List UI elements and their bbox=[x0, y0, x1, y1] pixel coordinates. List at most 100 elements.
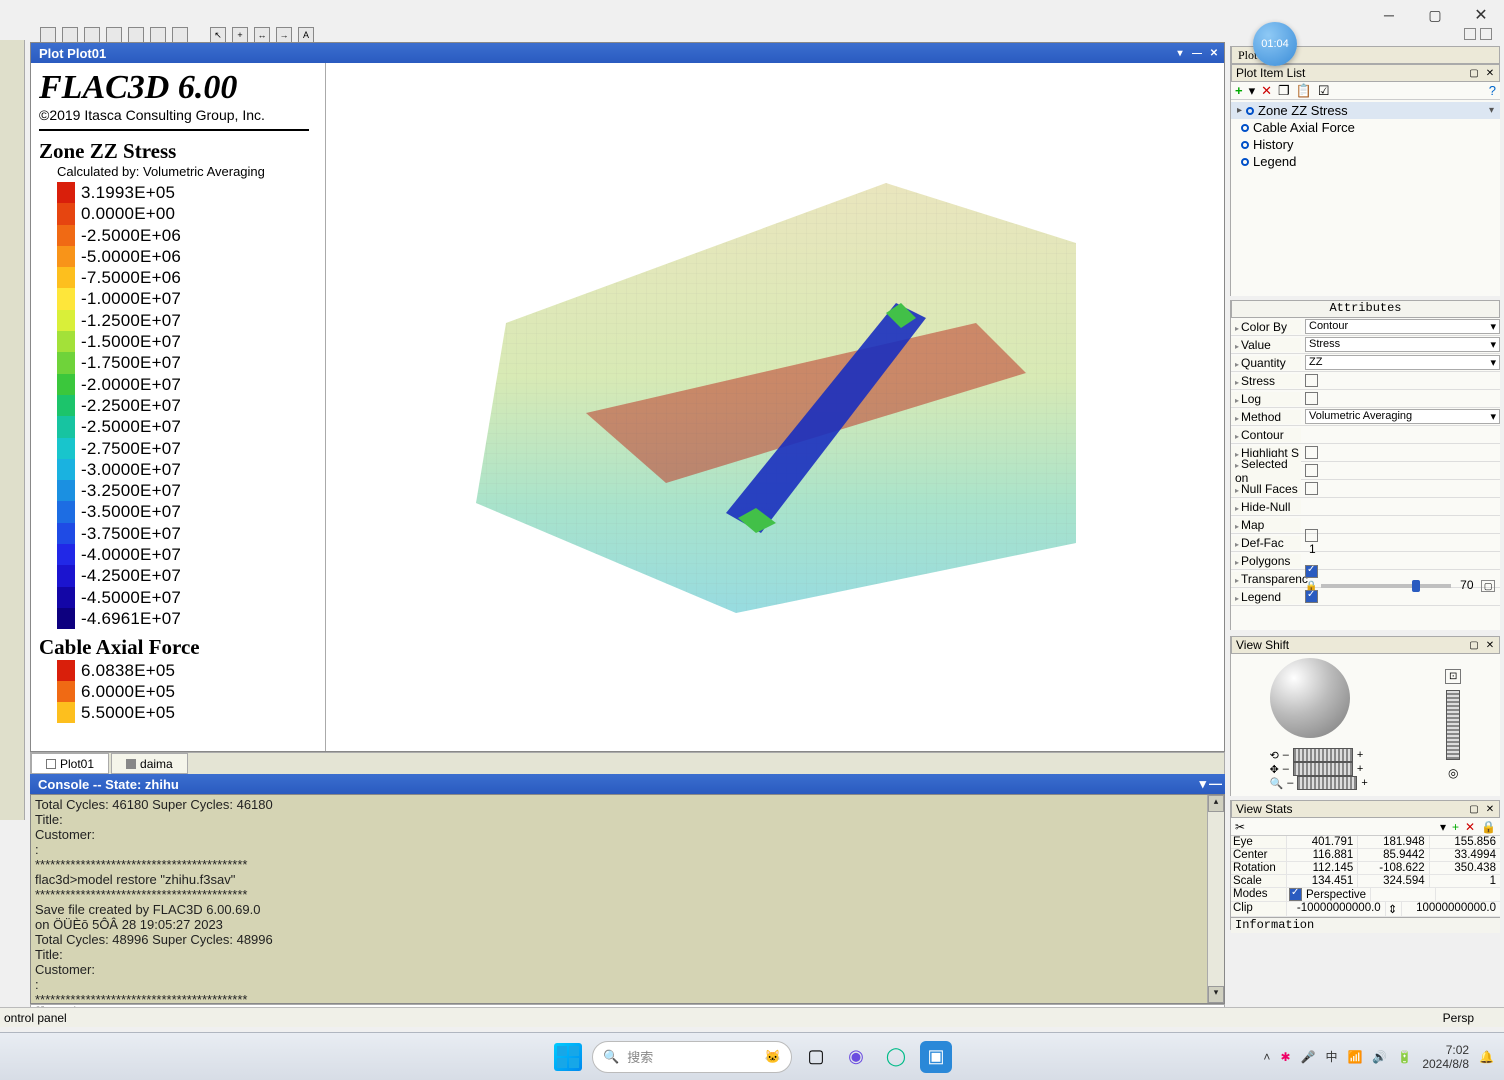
tool-c[interactable] bbox=[84, 27, 100, 43]
tab-daima[interactable]: daima bbox=[111, 753, 188, 774]
taskview-icon[interactable]: ▢ bbox=[800, 1041, 832, 1073]
vst-del-icon[interactable]: ✕ bbox=[1465, 820, 1475, 834]
tray-notifications-icon[interactable]: 🔔 bbox=[1479, 1050, 1494, 1064]
tray-mic-icon[interactable]: 🎤 bbox=[1301, 1050, 1316, 1064]
stat-val[interactable]: 112.145 bbox=[1286, 862, 1357, 874]
attr-checkbox[interactable] bbox=[1305, 482, 1318, 495]
tool-h[interactable]: ↖ bbox=[210, 27, 226, 43]
attr-checkbox[interactable] bbox=[1305, 392, 1318, 405]
pi-paste-icon[interactable]: 📋 bbox=[1296, 83, 1312, 99]
vst-dd-icon[interactable]: ▾ bbox=[1440, 820, 1446, 834]
console-scrollbar[interactable]: ▴ ▾ bbox=[1207, 795, 1224, 1003]
attr-checkbox[interactable] bbox=[1305, 374, 1318, 387]
rotate-wheel[interactable] bbox=[1293, 748, 1353, 762]
plot-item[interactable]: Cable Axial Force bbox=[1231, 119, 1500, 136]
tray-volume-icon[interactable]: 🔊 bbox=[1372, 1050, 1387, 1064]
rotate-icon[interactable]: ⟲ bbox=[1270, 749, 1279, 762]
plot-min-icon[interactable]: — bbox=[1190, 48, 1204, 59]
stat-val[interactable]: 85.9442 bbox=[1357, 849, 1428, 861]
clip-min[interactable]: -10000000000.0 bbox=[1286, 902, 1385, 916]
close-button[interactable]: ✕ bbox=[1458, 0, 1504, 30]
pi-restore-icon[interactable]: ▢ bbox=[1467, 68, 1481, 79]
plot-item[interactable]: History bbox=[1231, 136, 1500, 153]
tool-e[interactable] bbox=[128, 27, 144, 43]
trackball-sphere[interactable] bbox=[1270, 658, 1350, 738]
console-menu-icon[interactable]: ▾ bbox=[1199, 776, 1206, 792]
vst-close-icon[interactable]: ✕ bbox=[1483, 804, 1497, 815]
stat-val[interactable]: 324.594 bbox=[1357, 875, 1428, 887]
pi-dd-icon[interactable]: ▾ bbox=[1249, 83, 1256, 99]
tool-f[interactable] bbox=[150, 27, 166, 43]
tray-battery-icon[interactable]: 🔋 bbox=[1397, 1050, 1412, 1064]
vs-restore-icon[interactable]: ▢ bbox=[1467, 640, 1481, 651]
stat-val[interactable]: 401.791 bbox=[1286, 836, 1357, 848]
vst-lock-icon[interactable]: 🔒 bbox=[1481, 820, 1496, 834]
stat-val[interactable]: 350.438 bbox=[1429, 862, 1500, 874]
attr-checkbox[interactable] bbox=[1305, 565, 1318, 578]
attr-dropdown[interactable]: Contour▾ bbox=[1305, 319, 1500, 334]
attr-checkbox[interactable] bbox=[1305, 446, 1318, 459]
tray-ime-icon[interactable]: 中 bbox=[1325, 1048, 1337, 1065]
flac3d-app-icon[interactable]: ▣ bbox=[920, 1041, 952, 1073]
stat-val[interactable]: 181.948 bbox=[1357, 836, 1428, 848]
attr-dropdown[interactable]: ZZ▾ bbox=[1305, 355, 1500, 370]
tray-clock[interactable]: 7:02 2024/8/8 bbox=[1422, 1043, 1469, 1071]
zoom-wheel[interactable] bbox=[1297, 776, 1357, 790]
tool-i[interactable]: + bbox=[232, 27, 248, 43]
attr-checkbox[interactable] bbox=[1305, 464, 1318, 477]
console-output[interactable]: Total Cycles: 46180 Super Cycles: 46180T… bbox=[30, 794, 1225, 1004]
scroll-up-icon[interactable]: ▴ bbox=[1208, 795, 1224, 812]
tray-chevron-icon[interactable]: ˄ bbox=[1263, 1050, 1270, 1064]
perspective-checkbox[interactable] bbox=[1289, 888, 1302, 901]
minimize-button[interactable]: ─ bbox=[1366, 0, 1412, 30]
plot-menu-icon[interactable]: ▾ bbox=[1173, 48, 1187, 59]
tool-d[interactable] bbox=[106, 27, 122, 43]
chevron-down-icon[interactable]: ▾ bbox=[1489, 105, 1494, 116]
reset-view-icon[interactable]: ⊡ bbox=[1445, 669, 1461, 684]
tray-wifi-icon[interactable]: 📶 bbox=[1347, 1050, 1362, 1064]
tool-b[interactable] bbox=[62, 27, 78, 43]
center-icon[interactable]: ◎ bbox=[1448, 766, 1458, 780]
console-titlebar[interactable]: Console -- State: zhihu ▾ — bbox=[30, 774, 1225, 794]
clip-max[interactable]: 10000000000.0 bbox=[1401, 902, 1500, 916]
maximize-button[interactable]: ▢ bbox=[1412, 0, 1458, 30]
information-header[interactable]: Information bbox=[1231, 917, 1500, 933]
pan-wheel[interactable] bbox=[1293, 762, 1353, 776]
attr-checkbox[interactable] bbox=[1305, 529, 1318, 542]
vertical-wheel[interactable] bbox=[1446, 690, 1460, 760]
vs-close-icon[interactable]: ✕ bbox=[1483, 640, 1497, 651]
tray-app-icon[interactable]: ✱ bbox=[1280, 1050, 1290, 1064]
taskbar-search[interactable]: 🔍搜索 🐱 bbox=[592, 1041, 792, 1073]
tab-plot01[interactable]: Plot01 bbox=[31, 753, 109, 774]
attr-checkbox[interactable] bbox=[1305, 590, 1318, 603]
pan-icon[interactable]: ✥ bbox=[1270, 763, 1279, 776]
pi-copy-icon[interactable]: ❐ bbox=[1278, 83, 1290, 99]
stat-val[interactable]: 134.451 bbox=[1286, 875, 1357, 887]
stat-val[interactable]: 1 bbox=[1429, 875, 1500, 887]
vst-tool-icon[interactable]: ✂ bbox=[1235, 820, 1245, 834]
vst-add-icon[interactable]: + bbox=[1452, 820, 1459, 834]
zoom-icon[interactable]: 🔍 bbox=[1270, 777, 1284, 790]
pi-check-icon[interactable]: ☑ bbox=[1318, 83, 1330, 99]
attr-dropdown[interactable]: Volumetric Averaging▾ bbox=[1305, 409, 1500, 424]
start-button[interactable] bbox=[552, 1041, 584, 1073]
tool-a[interactable] bbox=[40, 27, 56, 43]
plot-close-icon[interactable]: ✕ bbox=[1207, 48, 1221, 59]
add-item-icon[interactable]: + bbox=[1235, 83, 1243, 98]
stat-val[interactable]: 155.856 bbox=[1429, 836, 1500, 848]
tool-g[interactable] bbox=[172, 27, 188, 43]
3d-viewport[interactable] bbox=[326, 63, 1224, 751]
pi-help-icon[interactable]: ? bbox=[1489, 83, 1496, 98]
tool-l[interactable]: A bbox=[298, 27, 314, 43]
console-min-icon[interactable]: — bbox=[1209, 776, 1222, 792]
plot-item[interactable]: Legend bbox=[1231, 153, 1500, 170]
tool-k[interactable]: → bbox=[276, 27, 292, 43]
stat-val[interactable]: -108.622 bbox=[1357, 862, 1428, 874]
plot-titlebar[interactable]: Plot Plot01 ▾ — ✕ bbox=[31, 43, 1224, 63]
pi-del-icon[interactable]: ✕ bbox=[1261, 83, 1272, 99]
copilot-icon[interactable]: ◉ bbox=[840, 1041, 872, 1073]
vst-restore-icon[interactable]: ▢ bbox=[1467, 804, 1481, 815]
transparency-slider[interactable] bbox=[1321, 584, 1451, 588]
attr-dropdown[interactable]: Stress▾ bbox=[1305, 337, 1500, 352]
stat-val[interactable]: 33.4994 bbox=[1429, 849, 1500, 861]
